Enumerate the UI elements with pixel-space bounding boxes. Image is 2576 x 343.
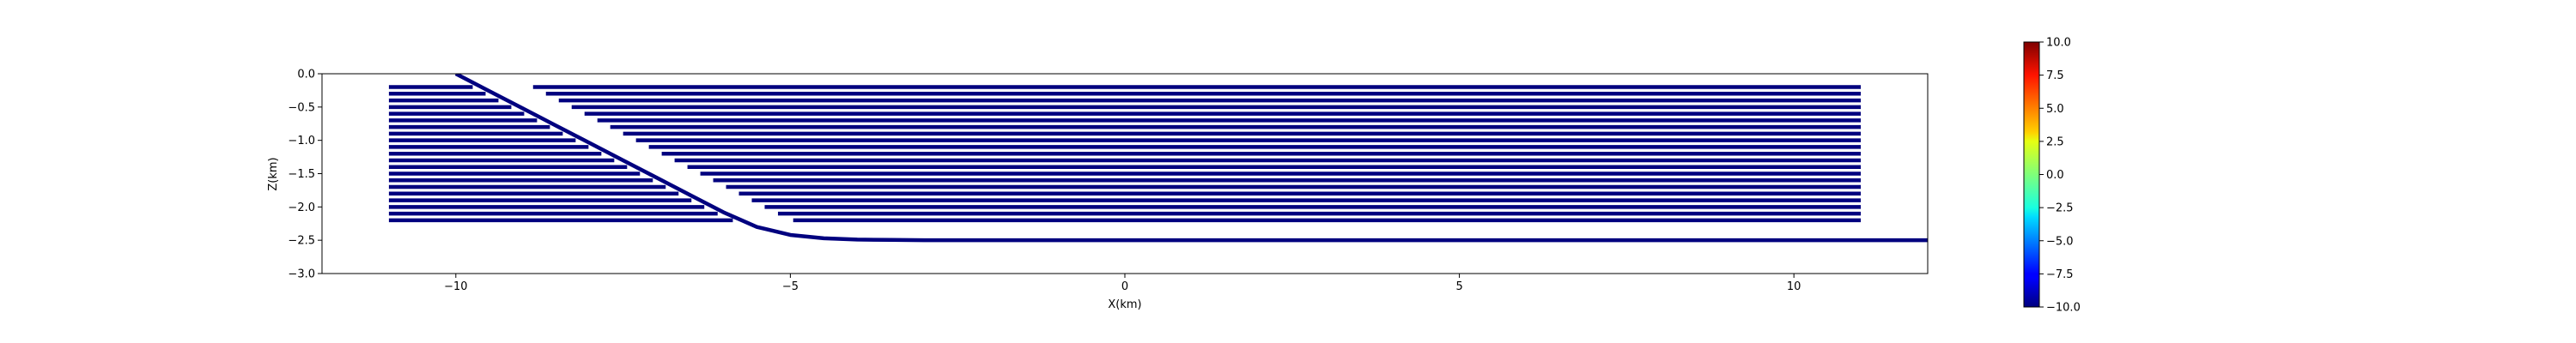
colorbar-tick-label: 7.5 [2046, 69, 2064, 82]
colorbar-tick-label: 0.0 [2046, 169, 2064, 182]
y-tick-label: −1.5 [288, 168, 315, 181]
y-axis-ticks: 0.0 −0.5 −1.0 −1.5 −2.0 −2.5 −3.0 [288, 69, 322, 281]
x-axis-label: X(km) [1108, 298, 1141, 311]
plot-area [321, 73, 1929, 274]
y-tick-label: −0.5 [288, 101, 315, 114]
colorbar-tick-label: −5.0 [2046, 235, 2074, 248]
x-tick-label: −5 [782, 280, 799, 293]
colorbar-ticks: 10.0 7.5 5.0 2.5 0.0 −2.5 −5.0 −7.5 −10.0 [2039, 37, 2081, 315]
colorbar-tick-label: 2.5 [2046, 135, 2064, 148]
colorbar-tick-label: −2.5 [2046, 202, 2074, 215]
x-tick-label: −10 [444, 280, 467, 293]
colorbar-gradient [2024, 42, 2039, 307]
fault-line [454, 74, 1928, 243]
y-tick-label: −1.0 [288, 135, 315, 147]
layers [388, 85, 1862, 223]
colorbar-tick-label: −10.0 [2046, 302, 2081, 315]
colorbar: 10.0 7.5 5.0 2.5 0.0 −2.5 −5.0 −7.5 −10.0 [2023, 37, 2081, 315]
x-tick-label: 5 [1455, 280, 1462, 293]
colorbar-tick-label: 10.0 [2046, 37, 2071, 50]
colorbar-tick-label: 5.0 [2046, 103, 2064, 116]
x-tick-label: 0 [1121, 280, 1128, 293]
y-tick-label: −2.5 [288, 235, 315, 248]
y-tick-label: −3.0 [288, 268, 315, 281]
x-axis-ticks: −10 −5 0 5 10 [444, 274, 1801, 293]
y-tick-label: −2.0 [288, 202, 315, 214]
y-tick-label: 0.0 [297, 69, 315, 81]
x-tick-label: 10 [1787, 280, 1801, 293]
colorbar-tick-label: −7.5 [2046, 268, 2074, 281]
y-axis-label: Z(km) [267, 157, 280, 190]
